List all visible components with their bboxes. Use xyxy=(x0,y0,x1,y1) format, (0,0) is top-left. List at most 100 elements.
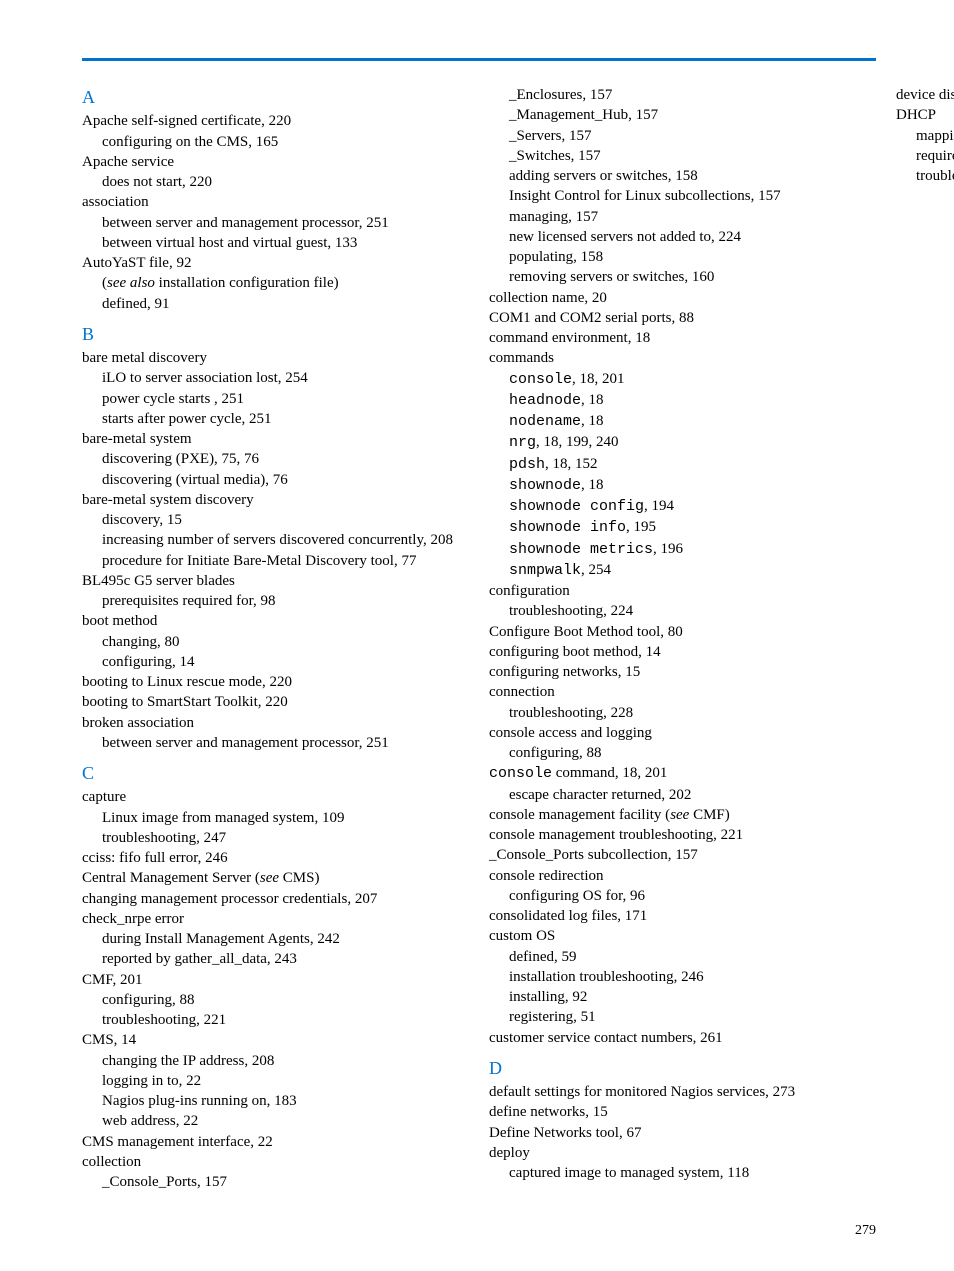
index-entry: device discovery troubleshooting, 231 xyxy=(896,85,954,105)
mono-term: shownode xyxy=(509,477,581,494)
index-entry: installing, 92 xyxy=(509,987,876,1007)
index-entry: collection name, 20 xyxy=(489,288,876,308)
index-entry: Central Management Server (see CMS) xyxy=(82,868,469,888)
index-entry: bare metal discovery xyxy=(82,348,469,368)
index-entry: consolidated log files, 171 xyxy=(489,906,876,926)
index-entry: shownode metrics, 196 xyxy=(509,539,876,560)
index-entry: capture xyxy=(82,787,469,807)
index-entry: console access and logging xyxy=(489,723,876,743)
index-entry: iLO to server association lost, 254 xyxy=(102,368,469,388)
mono-term: console xyxy=(489,765,552,782)
index-entry: between server and management processor,… xyxy=(102,213,469,233)
index-entry: Insight Control for Linux subcollections… xyxy=(509,186,876,206)
index-entry: configuration xyxy=(489,581,876,601)
mono-term: shownode info xyxy=(509,519,626,536)
index-letter: A xyxy=(82,85,469,109)
page-number: 279 xyxy=(855,1222,876,1241)
index-entry: console management facility (see CMF) xyxy=(489,805,876,825)
index-entry: between virtual host and virtual guest, … xyxy=(102,233,469,253)
index-entry: DHCP xyxy=(896,105,954,125)
index-entry: BL495c G5 server blades xyxy=(82,571,469,591)
index-entry: CMS management interface, 22 xyxy=(82,1132,469,1152)
index-entry: command environment, 18 xyxy=(489,328,876,348)
index-entry: commands xyxy=(489,348,876,368)
index-entry: prerequisites required for, 98 xyxy=(102,591,469,611)
index-entry: configuring, 14 xyxy=(102,652,469,672)
index-letter: C xyxy=(82,761,469,785)
index-entry: customer service contact numbers, 261 xyxy=(489,1028,876,1048)
index-entry: console command, 18, 201 xyxy=(489,763,876,784)
index-entry: troubleshooting, 228 xyxy=(509,703,876,723)
index-entry: AutoYaST file, 92 xyxy=(82,253,469,273)
index-entry: nrg, 18, 199, 240 xyxy=(509,432,876,453)
index-entry: check_nrpe error xyxy=(82,909,469,929)
mono-term: snmpwalk xyxy=(509,562,581,579)
index-entry: increasing number of servers discovered … xyxy=(82,530,469,550)
index-entry: discovery, 15 xyxy=(102,510,469,530)
index-entry: escape character returned, 202 xyxy=(509,785,876,805)
index-entry: bare-metal system discovery xyxy=(82,490,469,510)
index-entry: custom OS xyxy=(489,926,876,946)
italic-term: see xyxy=(260,870,279,886)
index-entry: during Install Management Agents, 242 xyxy=(102,929,469,949)
header-rule xyxy=(82,58,876,61)
index-entry: Configure Boot Method tool, 80 xyxy=(489,622,876,642)
mono-term: headnode xyxy=(509,392,581,409)
index-entry: configuring OS for, 96 xyxy=(509,886,876,906)
index-entry: booting to Linux rescue mode, 220 xyxy=(82,672,469,692)
index-entry: installation troubleshooting, 246 xyxy=(509,967,876,987)
index-entry: snmpwalk, 254 xyxy=(509,560,876,581)
index-entry: pdsh, 18, 152 xyxy=(509,454,876,475)
mono-term: shownode config xyxy=(509,498,644,515)
index-entry: Apache self-signed certificate, 220 xyxy=(82,111,469,131)
index-entry: configuring, 88 xyxy=(509,743,876,763)
index-entry: headnode, 18 xyxy=(509,390,876,411)
index-entry: nodename, 18 xyxy=(509,411,876,432)
index-entry: console management troubleshooting, 221 xyxy=(489,825,876,845)
index-entry: troubleshooting, 229 xyxy=(916,166,954,186)
index-entry: logging in to, 22 xyxy=(102,1071,469,1091)
index-entry: booting to SmartStart Toolkit, 220 xyxy=(82,692,469,712)
index-entry: changing management processor credential… xyxy=(82,889,469,909)
index-entry: _Console_Ports subcollection, 157 xyxy=(489,845,876,865)
index-letter: B xyxy=(82,322,469,346)
index-entry: association xyxy=(82,192,469,212)
index-entry: define networks, 15 xyxy=(489,1102,876,1122)
index-entry: populating, 158 xyxy=(509,247,876,267)
index-entry: does not start, 220 xyxy=(102,172,469,192)
index-entry: deploy xyxy=(489,1143,876,1163)
index-entry: procedure for Initiate Bare-Metal Discov… xyxy=(102,551,469,571)
index-entry: broken association xyxy=(82,713,469,733)
index-entry: collection xyxy=(82,1152,469,1172)
index-letter: D xyxy=(489,1056,876,1080)
index-entry: Apache service xyxy=(82,152,469,172)
mono-term: nodename xyxy=(509,413,581,430)
index-entry: Nagios plug-ins running on, 183 xyxy=(102,1091,469,1111)
index-entry: Define Networks tool, 67 xyxy=(489,1123,876,1143)
index-entry: requirements for Insight Control for Lin… xyxy=(916,146,954,166)
index-entry: discovering (PXE), 75, 76 xyxy=(102,449,469,469)
index-entry: changing the IP address, 208 xyxy=(102,1051,469,1071)
index-entry: changing, 80 xyxy=(102,632,469,652)
index-entry: shownode info, 195 xyxy=(509,517,876,538)
index-entry: _Enclosures, 157 xyxy=(509,85,876,105)
index-entry: _Management_Hub, 157 xyxy=(509,105,876,125)
index-entry: troubleshooting, 221 xyxy=(102,1010,469,1030)
index-entry: new licensed servers not added to, 224 xyxy=(509,227,876,247)
index-entry: removing servers or switches, 160 xyxy=(509,267,876,287)
index-entry: configuring boot method, 14 xyxy=(489,642,876,662)
italic-term: see xyxy=(670,807,689,823)
index-entry: default settings for monitored Nagios se… xyxy=(489,1082,876,1102)
index-entry: console redirection xyxy=(489,866,876,886)
index-entry: shownode config, 194 xyxy=(509,496,876,517)
index-entry: shownode, 18 xyxy=(509,475,876,496)
mono-term: console xyxy=(509,371,572,388)
index-entry: reported by gather_all_data, 243 xyxy=(102,949,469,969)
index-entry: bare-metal system xyxy=(82,429,469,449)
index-entry: boot method xyxy=(82,611,469,631)
index-entry: between server and management processor,… xyxy=(102,733,469,753)
index-entry: console, 18, 201 xyxy=(509,369,876,390)
index-entry: Linux image from managed system, 109 xyxy=(102,808,469,828)
index-entry: CMF, 201 xyxy=(82,970,469,990)
index-entry: (see also installation configuration fil… xyxy=(102,273,469,293)
